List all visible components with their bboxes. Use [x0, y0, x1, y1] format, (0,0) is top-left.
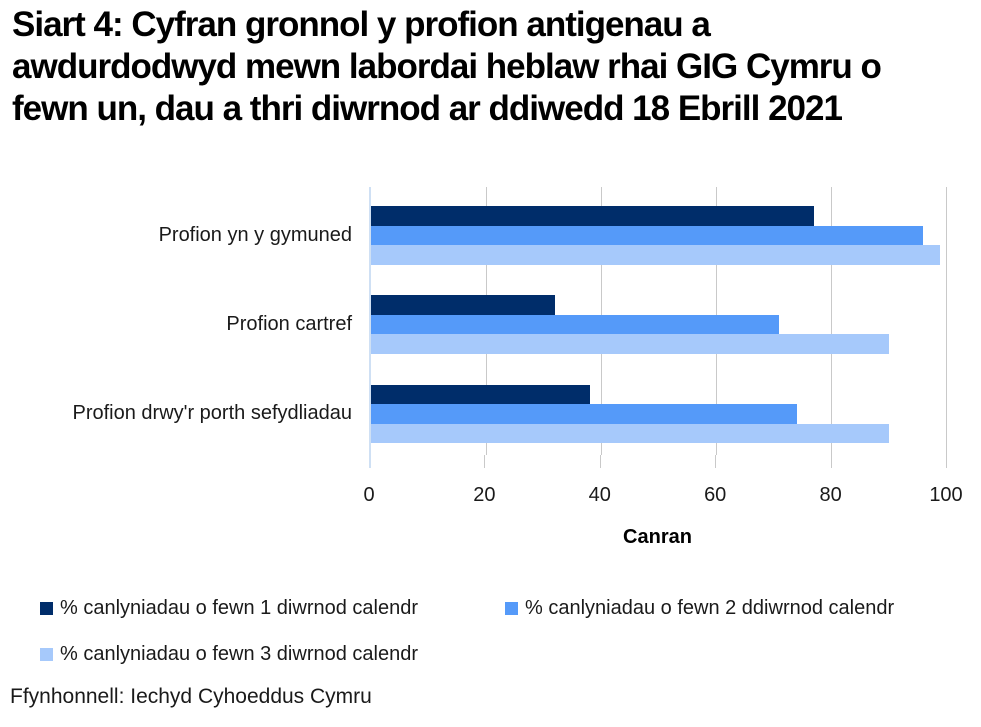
- legend-label-2: % canlyniadau o fewn 2 ddiwrnod calendr: [525, 597, 895, 619]
- plot-area: [369, 187, 947, 455]
- legend-swatch-icon: [40, 648, 53, 661]
- category-label-3: Profion drwy'r porth sefydliadau: [72, 402, 352, 425]
- category-label-1: Profion yn y gymuned: [158, 223, 352, 246]
- bar-series-1-cat-3: [371, 384, 590, 405]
- source-note: Ffynhonnell: Iechyd Cyhoeddus Cymru: [10, 685, 372, 708]
- bar-series-3-cat-1: [371, 245, 941, 265]
- bar-series-2-cat-1: [371, 225, 923, 245]
- x-tick-label-60: 60: [704, 484, 727, 506]
- gridline-100: [946, 187, 947, 455]
- x-tick-100: [946, 455, 947, 468]
- bar-group-3: [371, 366, 946, 455]
- x-tick-label-20: 20: [473, 484, 496, 506]
- chart-title: Siart 4: Cyfran gronnol y profion antige…: [12, 4, 882, 130]
- gridline-80: [831, 187, 832, 455]
- x-tick-label-80: 80: [819, 484, 842, 506]
- bar-series-2-cat-2: [371, 314, 780, 335]
- bar-series-3-cat-3: [371, 423, 889, 444]
- bar-series-2-cat-3: [371, 404, 797, 424]
- x-tick-label-0: 0: [363, 484, 375, 506]
- x-tick-20: [484, 455, 486, 468]
- x-axis-title: Canran: [623, 526, 692, 548]
- bar-series-3-cat-2: [371, 334, 889, 354]
- chart-title-line-3: fewn un, dau a thri diwrnod ar ddiwedd 1…: [12, 89, 843, 128]
- x-tick-0: [369, 455, 371, 468]
- legend-swatch-icon: [40, 602, 53, 615]
- x-tick-40: [599, 455, 601, 468]
- category-label-2: Profion cartref: [226, 313, 352, 336]
- category-label-band-3: Profion drwy'r porth sefydliadau: [0, 366, 352, 455]
- x-tick-80: [830, 455, 832, 468]
- chart-legend: % canlyniadau o fewn 1 diwrnod calendr % …: [40, 597, 975, 666]
- x-tick-60: [715, 455, 717, 468]
- legend-label-1: % canlyniadau o fewn 1 diwrnod calendr: [60, 597, 418, 619]
- bar-group-1: [371, 187, 946, 276]
- category-label-band-1: Profion yn y gymuned: [0, 187, 352, 276]
- legend-label-3: % canlyniadau o fewn 3 diwrnod calendr: [60, 643, 418, 665]
- x-tick-label-40: 40: [588, 484, 611, 506]
- category-label-band-2: Profion cartref: [0, 276, 352, 365]
- legend-item-1: % canlyniadau o fewn 1 diwrnod calendr: [40, 597, 505, 620]
- legend-item-3: % canlyniadau o fewn 3 diwrnod calendr: [40, 643, 505, 666]
- y-axis-labels: Profion yn y gymuned Profion cartref Profi…: [0, 187, 352, 455]
- chart-title-line-1: Siart 4: Cyfran gronnol y profion antige…: [12, 5, 711, 44]
- legend-item-2: % canlyniadau o fewn 2 ddiwrnod calendr: [505, 597, 970, 620]
- x-tick-label-100: 100: [929, 484, 963, 506]
- chart-title-line-2: awdurdodwyd mewn labordai heblaw rhai GI…: [12, 47, 882, 86]
- legend-swatch-icon: [505, 602, 518, 615]
- bar-series-1-cat-1: [371, 206, 814, 226]
- bar-series-1-cat-2: [371, 295, 555, 315]
- bar-group-2: [371, 276, 946, 365]
